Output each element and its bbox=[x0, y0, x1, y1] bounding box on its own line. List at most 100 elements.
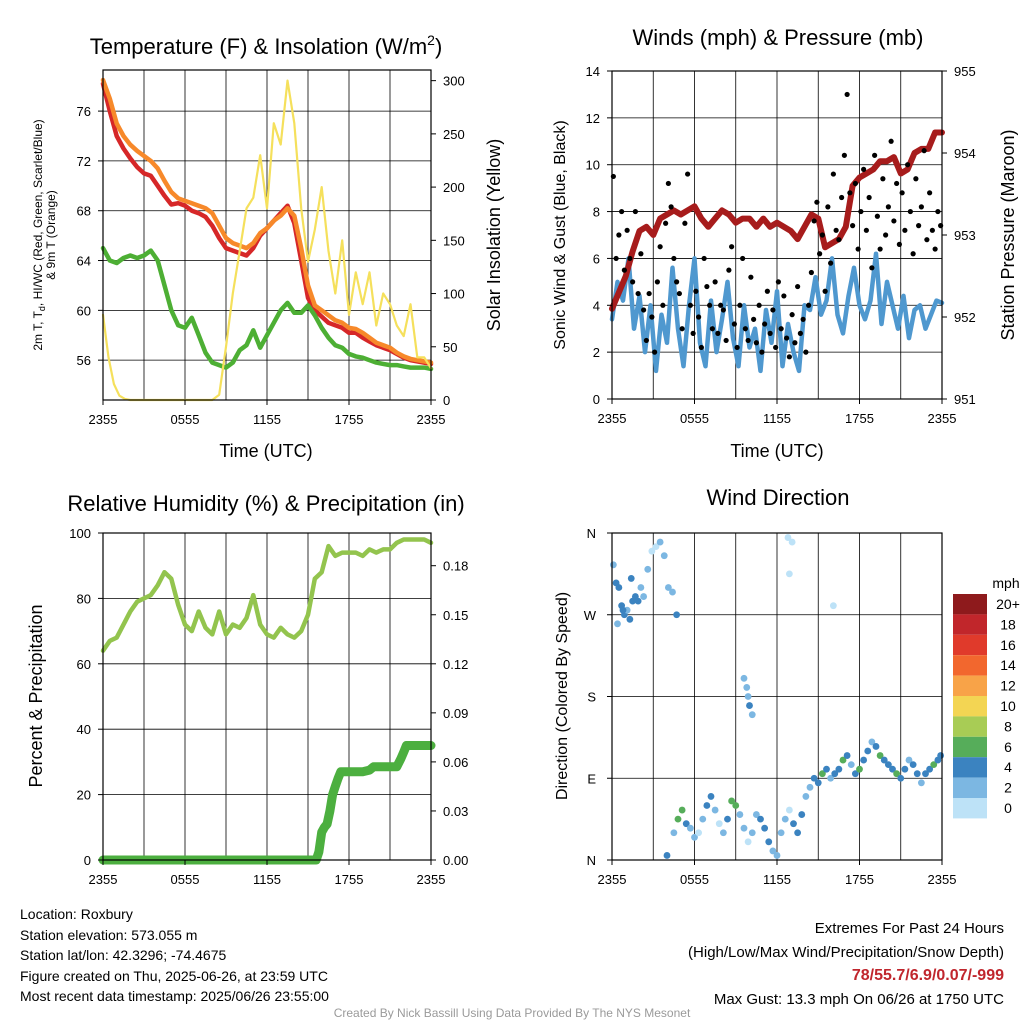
direction-point bbox=[640, 593, 648, 600]
x-tick-label: 1155 bbox=[763, 411, 791, 426]
colorbar-swatch bbox=[953, 634, 987, 656]
direction-point bbox=[678, 806, 686, 814]
direction-point bbox=[615, 584, 623, 591]
direction-point bbox=[627, 575, 635, 582]
gust-point bbox=[888, 138, 894, 144]
y-right-tick-label: 0.18 bbox=[443, 559, 468, 574]
direction-point bbox=[856, 765, 863, 773]
gust-point bbox=[778, 326, 784, 332]
gust-point bbox=[880, 176, 886, 182]
y-right-tick-label: 300 bbox=[443, 74, 465, 89]
gust-point bbox=[685, 171, 691, 177]
direction-point bbox=[711, 806, 719, 814]
direction-point bbox=[937, 752, 945, 759]
gust-point bbox=[872, 152, 878, 158]
gust-point bbox=[668, 204, 674, 210]
colorbar-swatch bbox=[953, 696, 987, 717]
gust-point bbox=[751, 316, 757, 322]
colorbar-label: 2 bbox=[1004, 780, 1012, 796]
y-tick-label: 4 bbox=[593, 298, 600, 313]
gust-point bbox=[715, 330, 721, 336]
winds-ylabel-right: Station Pressure (Maroon) bbox=[998, 129, 1018, 340]
direction-point bbox=[897, 774, 905, 782]
gust-point bbox=[698, 344, 704, 351]
direction-point bbox=[909, 761, 917, 769]
y-right-tick-label: 0.00 bbox=[443, 853, 468, 868]
x-tick-label: 2355 bbox=[417, 412, 446, 427]
created-text: Figure created on Thu, 2025-06-26, at 23… bbox=[20, 967, 328, 984]
gust-point bbox=[731, 321, 737, 327]
y-tick-label: 10 bbox=[586, 158, 600, 173]
gust-point bbox=[671, 255, 677, 262]
y-tick-label: 0 bbox=[84, 853, 91, 868]
y-right-tick-label: 0.09 bbox=[443, 706, 468, 721]
station-pressure-line bbox=[609, 129, 945, 312]
humidity-ylabel: Percent & Precipitation bbox=[26, 604, 46, 787]
gust-point bbox=[866, 194, 872, 201]
direction-point bbox=[752, 811, 760, 818]
gust-point bbox=[764, 288, 770, 294]
direction-point bbox=[784, 534, 792, 541]
9m-t-line bbox=[100, 77, 434, 365]
gust-point bbox=[902, 227, 908, 233]
x-tick-label: 1155 bbox=[253, 412, 281, 427]
gust-point bbox=[643, 337, 649, 344]
relative-humidity-line bbox=[100, 537, 434, 653]
direction-point bbox=[810, 774, 818, 782]
direction-point bbox=[868, 738, 876, 746]
gust-point bbox=[726, 267, 732, 273]
y-tick-label: 8 bbox=[593, 205, 600, 220]
gust-point bbox=[734, 344, 740, 351]
colorbar-label: 14 bbox=[1000, 657, 1016, 673]
extremes-block: Extremes For Past 24 Hours (High/Low/Max… bbox=[688, 917, 1004, 1011]
extremes-values: 78/55.7/6.9/0.07/-999 bbox=[851, 967, 1004, 984]
colorbar-swatch bbox=[953, 655, 987, 676]
direction-point bbox=[790, 820, 797, 828]
colorbar-label: 0 bbox=[1004, 800, 1012, 816]
gust-point bbox=[836, 237, 842, 243]
gust-point bbox=[679, 326, 685, 332]
speed-colorbar: mph 20+ 18 16 14 12 10 8 6 4 2 0 bbox=[953, 575, 1020, 819]
gust-point bbox=[624, 227, 630, 233]
gust-point bbox=[718, 302, 724, 308]
direction-point bbox=[670, 829, 678, 837]
gust-point bbox=[811, 218, 817, 224]
gust-point bbox=[781, 293, 787, 299]
gust-point bbox=[924, 237, 930, 243]
gust-point bbox=[916, 223, 922, 229]
gust-point bbox=[883, 232, 889, 238]
gust-point bbox=[874, 213, 880, 219]
y-tick-label: 0 bbox=[593, 392, 600, 407]
gust-point bbox=[858, 208, 864, 215]
y-tick-label: 76 bbox=[77, 104, 91, 119]
gust-point bbox=[767, 330, 773, 336]
gust-point bbox=[773, 344, 779, 351]
gust-point bbox=[806, 302, 812, 308]
x-tick-label: 2355 bbox=[928, 872, 957, 887]
gust-point bbox=[696, 314, 702, 320]
x-tick-label: 2355 bbox=[598, 872, 627, 887]
gust-point bbox=[932, 246, 938, 252]
winds-xlabel: Time (UTC) bbox=[730, 441, 823, 461]
y-tick-label: 56 bbox=[77, 353, 91, 368]
colorbar-label: 20+ bbox=[996, 596, 1020, 612]
direction-point bbox=[744, 838, 752, 846]
gust-point bbox=[784, 335, 790, 341]
direction-point bbox=[884, 761, 892, 769]
credit-line: Created By Nick Bassill Using Data Provi… bbox=[333, 1006, 691, 1020]
y-right-tick-label: 0.03 bbox=[443, 804, 468, 819]
gust-point bbox=[641, 307, 647, 313]
x-tick-label: 0555 bbox=[171, 872, 200, 887]
x-tick-label: 1755 bbox=[335, 412, 364, 427]
colorbar-swatch bbox=[953, 675, 987, 696]
gust-point bbox=[756, 302, 762, 308]
gust-point bbox=[822, 288, 828, 294]
colorbar-label: 8 bbox=[1004, 718, 1012, 734]
gust-point bbox=[841, 152, 847, 158]
gust-point bbox=[830, 171, 836, 177]
gust-point bbox=[910, 251, 916, 257]
y-tick-label: 6 bbox=[593, 251, 600, 266]
colorbar-swatch bbox=[953, 594, 987, 615]
y-right-tick-label: 0.06 bbox=[443, 755, 468, 770]
direction-point bbox=[851, 770, 859, 778]
